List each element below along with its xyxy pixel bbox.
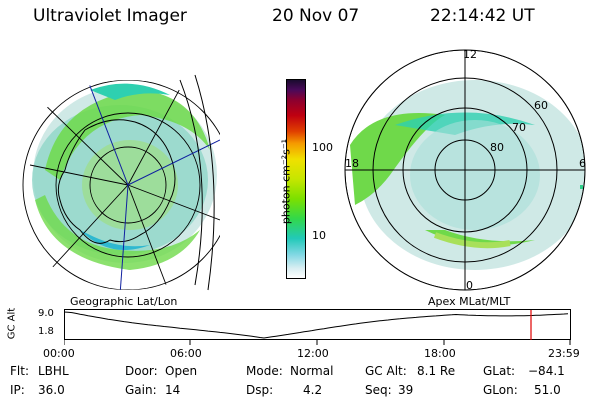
geographic-auroral-image (20, 74, 220, 291)
gcalt-value: 8.1 Re (417, 364, 456, 378)
time-tick-0: 00:00 (43, 347, 75, 360)
mlt-label-12: 12 (463, 48, 477, 61)
mlat-label-60: 60 (534, 99, 548, 112)
time-tick-4: 23:59 (548, 347, 580, 360)
door-label: Door: (125, 364, 158, 378)
gain-value: 14 (165, 383, 181, 397)
time-tick-2: 12:00 (297, 347, 329, 360)
colorbar-tick-10: 10 (312, 229, 326, 242)
date-label: 20 Nov 07 (272, 6, 360, 26)
time-tick-3: 18:00 (424, 347, 456, 360)
altitude-tick-min: 1.8 (38, 326, 54, 337)
glon-value: 51.0 (534, 383, 561, 397)
dsp-label: Dsp: (246, 383, 274, 397)
instrument-title: Ultraviolet Imager (33, 6, 187, 26)
gain-label: Gain: (125, 383, 157, 397)
time-tick-1: 06:00 (170, 347, 202, 360)
ip-value: 36.0 (38, 383, 65, 397)
mlt-label-6: 6 (579, 157, 586, 170)
mlat-label-80: 80 (490, 141, 504, 154)
time-axis-ticks (64, 340, 571, 345)
gcalt-label: GC Alt: (365, 364, 407, 378)
glat-label: GLat: (483, 364, 516, 378)
filter-label: Flt: (10, 364, 29, 378)
mode-label: Mode: (246, 364, 283, 378)
glat-value: −84.1 (528, 364, 565, 378)
ip-label: IP: (10, 383, 25, 397)
right-projection-title: Apex MLat/MLT (428, 295, 511, 308)
colorbar-unit-label: photon cm⁻²s⁻¹ (279, 138, 293, 225)
mlat-label-70: 70 (512, 121, 526, 134)
mlt-label-0: 0 (466, 279, 473, 292)
altitude-axis-label: GC Alt (6, 307, 18, 340)
filter-value: LBHL (38, 364, 69, 378)
time-label: 22:14:42 UT (430, 6, 535, 26)
altitude-curve (64, 311, 569, 339)
colorbar-tick-100: 100 (312, 141, 333, 154)
mlt-label-18: 18 (345, 157, 359, 170)
seq-value: 39 (398, 383, 414, 397)
glon-label: GLon: (483, 383, 518, 397)
dsp-value: 4.2 (303, 383, 323, 397)
altitude-plot (64, 309, 571, 340)
altitude-tick-max: 9.0 (38, 308, 54, 319)
seq-label: Seq: (365, 383, 392, 397)
door-value: Open (165, 364, 198, 378)
left-projection-title: Geographic Lat/Lon (70, 295, 178, 308)
mode-value: Normal (290, 364, 334, 378)
intensity-colorbar (286, 79, 306, 279)
polar-auroral-image (344, 49, 586, 291)
